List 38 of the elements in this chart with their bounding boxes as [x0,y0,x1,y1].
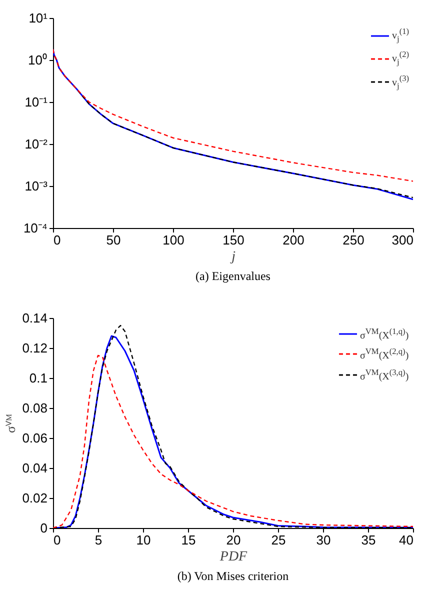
x-axis-title: j [230,250,236,264]
y-tick-label: 0.06 [22,430,48,446]
legend-label: σ$^{VM}$(X$^{(1,q)}$) [360,326,409,344]
y-tick-label: 0.12 [22,340,48,356]
y-tick-label: 0.02 [22,490,48,506]
y-tick-label: 10⁻³ [24,178,48,194]
x-tick-label: 15 [181,532,196,548]
y-tick-label: 0.14 [22,310,48,326]
x-tick-label: 35 [361,532,376,548]
legend-label: σ$^{VM}$(X$^{(2,q)}$) [360,346,409,364]
x-tick-label: 300 [392,232,414,248]
text: (b) Von Mises criterion [177,569,289,583]
y-tick-label: 10⁰ [28,52,48,68]
y-tick-label: 10⁻¹ [24,94,48,110]
y-tick-label: 10¹ [28,10,48,26]
y-tick-label: 10⁻⁴ [23,220,48,236]
text: (a) Eigenvalues [196,269,271,283]
y-tick-label: 0.04 [22,460,48,476]
legend-label: σ$^{VM}$(X$^{(3,q)}$) [360,366,409,384]
x-tick-label: 150 [222,232,244,248]
y-tick-label: 0 [40,520,48,536]
x-tick-label: 0 [54,532,61,548]
x-tick-label: 0 [54,232,61,248]
x-axis-title: PDF [218,550,248,564]
x-tick-label: 5 [94,532,102,548]
x-tick-label: 30 [316,532,331,548]
y-tick-label: 0.1 [29,370,48,386]
y-tick-label: 0.08 [22,400,48,416]
x-tick-label: 25 [271,532,286,548]
y-tick-label: 10⁻² [24,136,48,152]
y-axis-title: σⱽᴹ [3,414,18,434]
x-tick-label: 40 [399,532,414,548]
x-tick-label: 250 [342,232,364,248]
x-tick-label: 10 [136,532,151,548]
x-tick-label: 20 [226,532,241,548]
x-tick-label: 200 [282,232,304,248]
x-tick-label: 50 [106,232,121,248]
x-tick-label: 100 [162,232,184,248]
